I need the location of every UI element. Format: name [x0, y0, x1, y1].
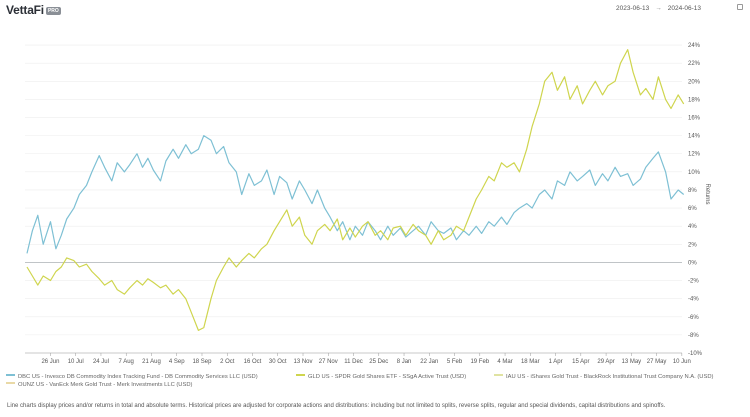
date-arrow-icon: → — [655, 5, 662, 12]
y-tick-label: -10% — [688, 351, 703, 357]
x-tick-label: 19 Feb — [470, 359, 489, 365]
x-tick-label: 10 Jun — [673, 359, 691, 365]
options-button[interactable] — [737, 4, 743, 10]
x-tick-label: 22 Jan — [420, 359, 438, 365]
y-axis-title: Returns — [704, 183, 710, 204]
series-line-1 — [26, 48, 685, 331]
chart-footnote: Line charts display prices and/or return… — [7, 403, 666, 409]
x-tick-label: 24 Jul — [93, 359, 109, 365]
x-tick-label: 13 Nov — [294, 359, 313, 365]
header-bar: VettaFi PRO 2023-06-13 → 2024-06-13 — [0, 0, 750, 18]
x-tick-label: 16 Oct — [244, 359, 262, 365]
legend-label-ounz: OUNZ US - VanEck Merk Gold Trust - Merk … — [18, 382, 193, 388]
legend-item-dbc[interactable]: DBC US - Invesco DB Commodity Index Trac… — [6, 374, 258, 380]
x-tick-label: 13 May — [621, 359, 641, 365]
x-tick-label: 29 Apr — [597, 359, 614, 365]
series-line-0 — [26, 135, 685, 254]
date-range[interactable]: 2023-06-13 → 2024-06-13 — [616, 5, 701, 12]
y-tick-label: 6% — [688, 206, 697, 212]
y-tick-label: 18% — [688, 97, 701, 103]
legend-swatch-gld — [296, 374, 305, 376]
x-tick-label: 15 Apr — [572, 359, 589, 365]
x-tick-label: 10 Jul — [68, 359, 84, 365]
y-tick-label: 10% — [688, 170, 701, 176]
x-tick-label: 4 Mar — [497, 359, 512, 365]
y-tick-label: 4% — [688, 224, 697, 230]
y-tick-label: 20% — [688, 79, 701, 85]
y-tick-label: -2% — [688, 279, 699, 285]
legend-label-dbc: DBC US - Invesco DB Commodity Index Trac… — [18, 374, 258, 380]
y-tick-label: -6% — [688, 315, 699, 321]
y-tick-label: 8% — [688, 188, 697, 194]
x-tick-label: 2 Oct — [220, 359, 235, 365]
x-tick-label: 27 May — [647, 359, 667, 365]
y-tick-label: 22% — [688, 61, 701, 67]
x-tick-label: 26 Jun — [41, 359, 59, 365]
end-date: 2024-06-13 — [667, 5, 701, 12]
y-tick-label: -4% — [688, 297, 699, 303]
legend-label-iau: IAU US - iShares Gold Trust - BlackRock … — [506, 374, 714, 380]
x-tick-label: 18 Mar — [521, 359, 540, 365]
legend-item-ounz[interactable]: OUNZ US - VanEck Merk Gold Trust - Merk … — [6, 382, 192, 388]
legend-swatch-iau — [494, 374, 503, 376]
logo-text: VettaFi — [6, 3, 44, 17]
y-tick-label: 16% — [688, 116, 701, 122]
vettafi-logo[interactable]: VettaFi PRO — [6, 3, 61, 17]
chart-legend: DBC US - Invesco DB Commodity Index Trac… — [0, 374, 750, 390]
legend-item-gld[interactable]: GLD US - SPDR Gold Shares ETF - SSgA Act… — [296, 374, 466, 380]
x-tick-label: 7 Aug — [119, 359, 134, 365]
start-date: 2023-06-13 — [616, 5, 650, 12]
x-tick-label: 30 Oct — [269, 359, 287, 365]
x-tick-label: 21 Aug — [142, 359, 161, 365]
x-tick-label: 18 Sep — [192, 359, 212, 365]
x-tick-label: 27 Nov — [319, 359, 338, 365]
y-tick-label: 12% — [688, 152, 701, 158]
legend-swatch-dbc — [6, 374, 15, 376]
y-tick-label: 0% — [688, 260, 697, 266]
y-tick-label: 14% — [688, 134, 701, 140]
x-tick-label: 8 Jan — [397, 359, 412, 365]
x-tick-label: 4 Sep — [169, 359, 185, 365]
y-tick-label: 24% — [688, 43, 701, 49]
x-tick-label: 25 Dec — [369, 359, 388, 365]
logo-pro-badge: PRO — [45, 7, 61, 15]
y-tick-label: -8% — [688, 333, 699, 339]
legend-label-gld: GLD US - SPDR Gold Shares ETF - SSgA Act… — [308, 374, 467, 380]
legend-swatch-ounz — [6, 382, 15, 384]
legend-item-iau[interactable]: IAU US - iShares Gold Trust - BlackRock … — [494, 374, 713, 380]
x-tick-label: 11 Dec — [344, 359, 363, 365]
x-tick-label: 5 Feb — [447, 359, 463, 365]
y-tick-label: 2% — [688, 242, 697, 248]
x-tick-label: 1 Apr — [549, 359, 563, 365]
